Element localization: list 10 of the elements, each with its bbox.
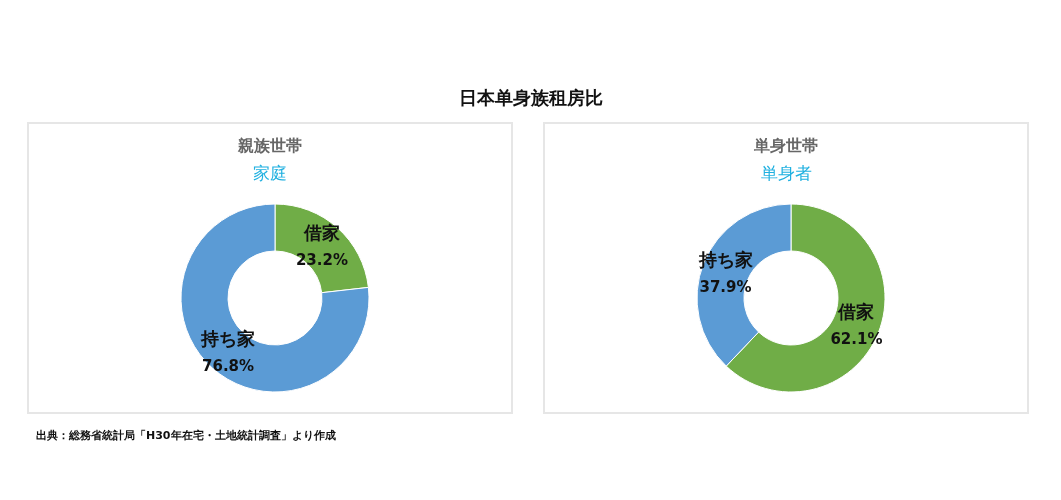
source-note: 出典：総務省統計局「H30年在宅・土地統計調査」より作成 <box>36 428 337 443</box>
chart-title: 親族世帯 <box>237 136 303 157</box>
donut-slice <box>180 203 370 393</box>
chart-title: 単身世帯 <box>753 136 819 157</box>
slice-label: 借家 <box>837 301 875 323</box>
slice-label: 持ち家 <box>200 327 256 349</box>
text: 日本单身族租房比 <box>457 86 604 110</box>
chart-subtitle: 単身者 <box>759 162 813 185</box>
slice-label: 借家 <box>302 222 340 244</box>
chart-subtitle: 家庭 <box>252 162 288 185</box>
